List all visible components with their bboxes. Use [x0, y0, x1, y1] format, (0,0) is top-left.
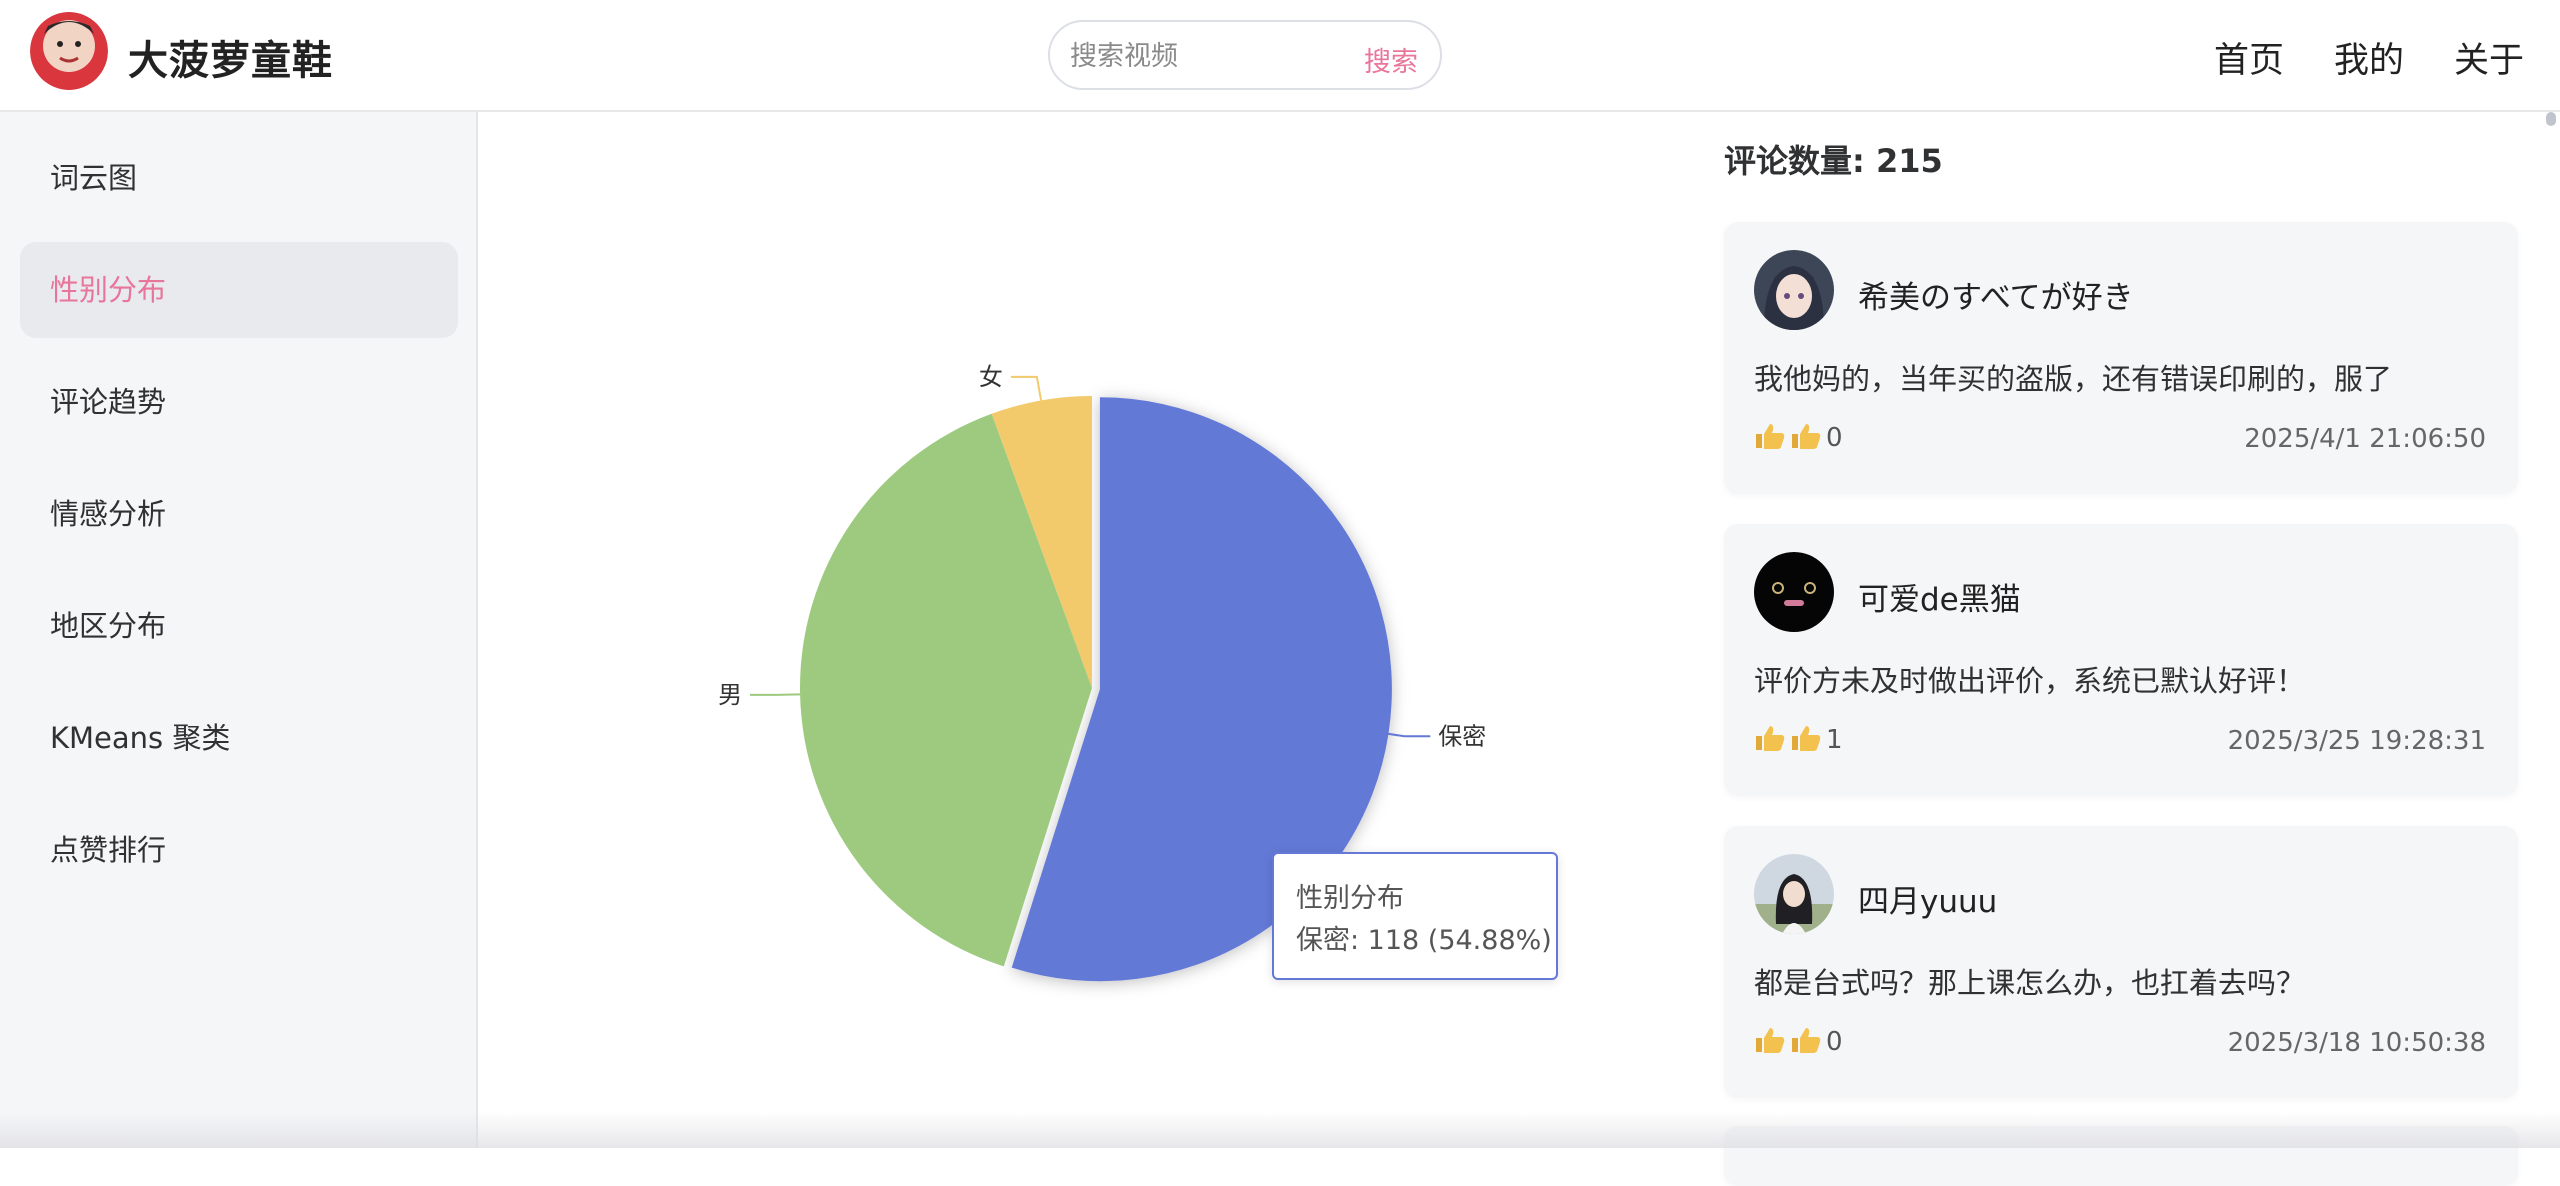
like-count[interactable]: 1	[1754, 724, 1843, 755]
comment-count: 评论数量: 215	[1724, 142, 1943, 180]
thumbs-up-icon	[1754, 422, 1786, 450]
bottom-fade	[0, 1112, 2560, 1148]
thumbs-up-icon	[1754, 724, 1786, 752]
user-avatar[interactable]	[1754, 552, 1834, 632]
sidebar: 词云图 性别分布 评论趋势 情感分析 地区分布 KMeans 聚类 点赞排行	[0, 112, 478, 1148]
pie-label: 女	[979, 363, 1003, 391]
comment-card: 可爱de黑猫 评价方未及时做出评价，系统已默认好评！ 1 2025/3/25 1…	[1724, 524, 2518, 796]
sidebar-item-likes-rank[interactable]: 点赞排行	[50, 833, 167, 867]
comment-username[interactable]: 四月yuuu	[1858, 884, 1998, 920]
sidebar-item-region[interactable]: 地区分布	[50, 609, 167, 643]
thumbs-up-icon	[1790, 422, 1822, 450]
scrollbar-thumb[interactable]	[2546, 112, 2556, 126]
logo-avatar[interactable]	[30, 12, 108, 90]
pie-slice-男[interactable]	[800, 413, 1092, 967]
user-avatar[interactable]	[1754, 250, 1834, 330]
like-number: 0	[1826, 423, 1843, 453]
black-cat-avatar-icon	[1754, 552, 1834, 632]
comment-username[interactable]: 希美のすべてが好き	[1858, 280, 2134, 316]
like-count[interactable]: 0	[1754, 422, 1843, 453]
like-number: 1	[1826, 725, 1843, 755]
top-header: 大菠萝童鞋 搜索 首页 我的 关于	[0, 0, 2560, 112]
sidebar-item-gender[interactable]: 性别分布	[20, 242, 458, 338]
user-avatar[interactable]	[1754, 854, 1834, 934]
comment-content: 评价方未及时做出评价，系统已默认好评！	[1754, 664, 2306, 698]
thumbs-up-icon	[1754, 1026, 1786, 1054]
nav-home[interactable]: 首页	[2214, 41, 2285, 81]
comment-content: 都是台式吗？那上课怎么办，也扛着去吗？	[1754, 966, 2306, 1000]
comment-time: 2025/4/1 21:06:50	[2244, 424, 2486, 454]
search-button[interactable]: 搜索	[1364, 47, 1418, 78]
girl-photo-avatar-icon	[1754, 854, 1834, 934]
pie-label-line	[1380, 731, 1431, 738]
tooltip-value: 保密: 118 (54.88%)	[1296, 925, 1552, 956]
pie-slice-保密[interactable]	[1011, 397, 1392, 982]
anime-girl-avatar-icon	[1754, 250, 1834, 330]
search-box: 搜索	[1048, 20, 1442, 90]
comment-time: 2025/3/18 10:50:38	[2227, 1028, 2486, 1058]
like-number: 0	[1826, 1027, 1843, 1057]
comment-time: 2025/3/25 19:28:31	[2227, 726, 2486, 756]
pie-label: 男	[718, 681, 742, 709]
pie-chart-svg: 保密 男 女	[718, 363, 1486, 982]
pie-label-line	[750, 693, 801, 696]
gender-pie-chart: 保密 男 女	[480, 112, 1680, 1148]
search-input[interactable]	[1070, 34, 1330, 78]
nav-mine[interactable]: 我的	[2334, 41, 2405, 81]
thumbs-up-icon	[1790, 1026, 1822, 1054]
chart-tooltip: 性别分布 保密: 118 (54.88%)	[1272, 852, 1558, 980]
logo-image	[30, 12, 108, 90]
like-count[interactable]: 0	[1754, 1026, 1843, 1057]
comment-content: 我他妈的，当年买的盗版，还有错误印刷的，服了	[1754, 362, 2393, 396]
sidebar-item-sentiment[interactable]: 情感分析	[50, 497, 167, 531]
tooltip-title: 性别分布	[1296, 883, 1404, 914]
brand-title: 大菠萝童鞋	[128, 38, 333, 84]
pie-slice-女[interactable]	[991, 396, 1092, 688]
comment-card: 四月yuuu 都是台式吗？那上课怎么办，也扛着去吗？ 0 2025/3/18 1…	[1724, 826, 2518, 1098]
comment-card: 希美のすべてが好き 我他妈的，当年买的盗版，还有错误印刷的，服了 0 2025/…	[1724, 222, 2518, 494]
pie-label-line	[1010, 375, 1043, 401]
sidebar-item-trend[interactable]: 评论趋势	[50, 385, 167, 419]
comment-username[interactable]: 可爱de黑猫	[1858, 582, 2021, 618]
sidebar-item-wordcloud[interactable]: 词云图	[50, 161, 138, 195]
thumbs-up-icon	[1790, 724, 1822, 752]
pie-label: 保密	[1438, 722, 1486, 750]
nav-about[interactable]: 关于	[2454, 41, 2525, 81]
sidebar-item-kmeans[interactable]: KMeans 聚类	[50, 721, 231, 755]
